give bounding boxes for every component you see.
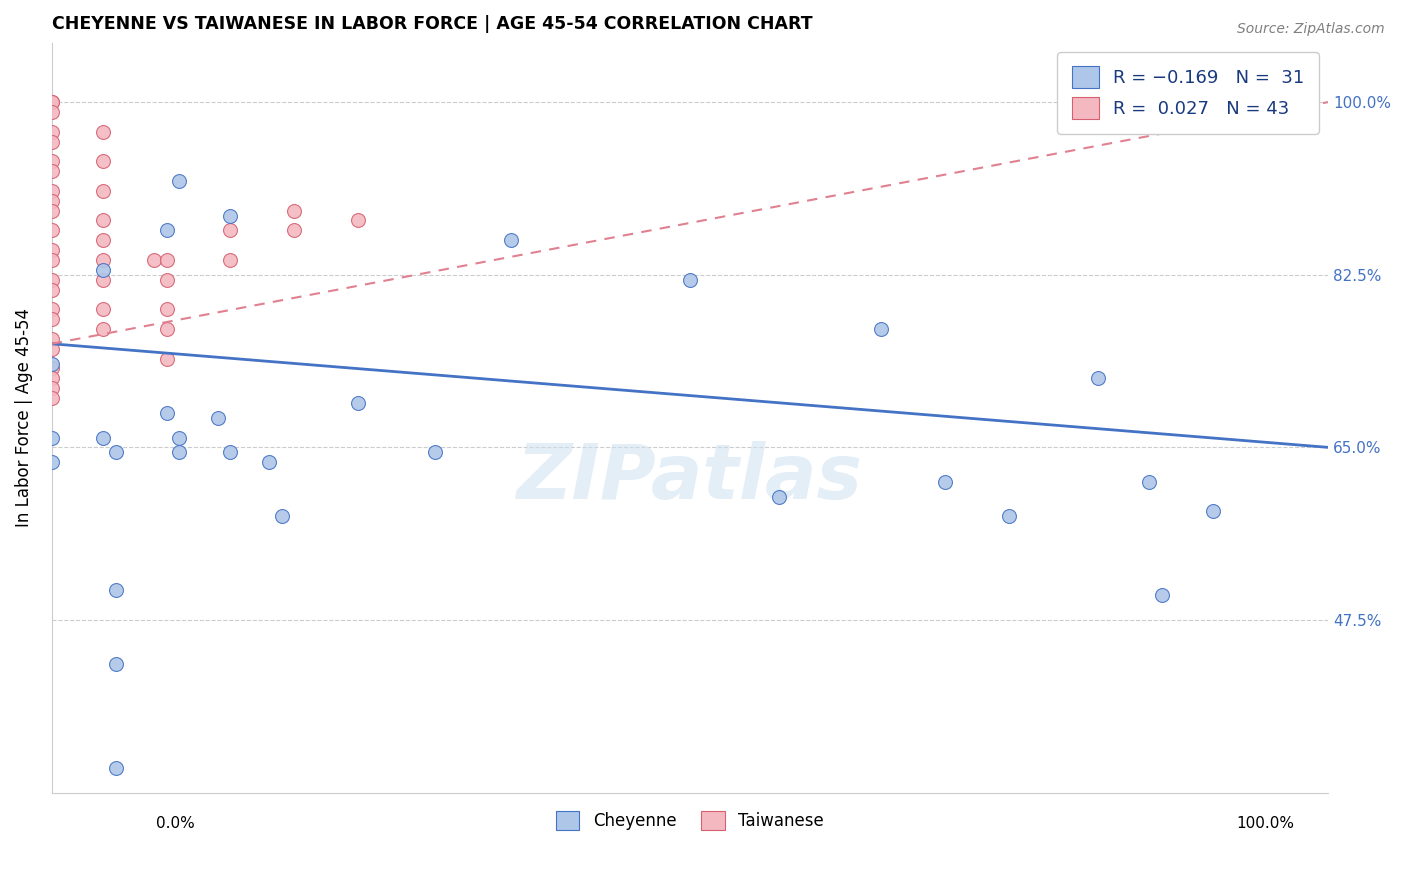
- Point: [1139, 475, 1161, 489]
- Point: [104, 761, 127, 775]
- Point: [91, 184, 114, 198]
- Point: [91, 154, 114, 169]
- Text: Source: ZipAtlas.com: Source: ZipAtlas.com: [1237, 22, 1385, 37]
- Point: [41, 243, 63, 257]
- Point: [41, 135, 63, 149]
- Point: [91, 213, 114, 227]
- Point: [91, 125, 114, 139]
- Point: [257, 455, 280, 469]
- Point: [41, 430, 63, 444]
- Point: [270, 509, 292, 524]
- Point: [41, 154, 63, 169]
- Legend: Cheyenne, Taiwanese: Cheyenne, Taiwanese: [550, 805, 831, 837]
- Text: 0.0%: 0.0%: [156, 816, 195, 831]
- Point: [91, 430, 114, 444]
- Point: [934, 475, 956, 489]
- Point: [41, 95, 63, 109]
- Point: [219, 209, 242, 223]
- Point: [41, 125, 63, 139]
- Point: [169, 445, 191, 459]
- Point: [998, 509, 1021, 524]
- Point: [207, 410, 229, 425]
- Point: [104, 445, 127, 459]
- Point: [219, 252, 242, 267]
- Point: [870, 322, 893, 336]
- Point: [156, 273, 179, 287]
- Point: [91, 252, 114, 267]
- Point: [219, 445, 242, 459]
- Point: [104, 657, 127, 672]
- Point: [169, 430, 191, 444]
- Point: [156, 223, 179, 237]
- Point: [104, 583, 127, 598]
- Point: [41, 223, 63, 237]
- Point: [423, 445, 446, 459]
- Point: [41, 95, 63, 109]
- Point: [41, 455, 63, 469]
- Point: [156, 252, 179, 267]
- Y-axis label: In Labor Force | Age 45-54: In Labor Force | Age 45-54: [15, 309, 32, 527]
- Point: [41, 381, 63, 395]
- Point: [41, 184, 63, 198]
- Point: [283, 203, 305, 218]
- Point: [41, 302, 63, 317]
- Point: [41, 252, 63, 267]
- Point: [768, 490, 790, 504]
- Point: [41, 194, 63, 208]
- Point: [91, 322, 114, 336]
- Text: CHEYENNE VS TAIWANESE IN LABOR FORCE | AGE 45-54 CORRELATION CHART: CHEYENNE VS TAIWANESE IN LABOR FORCE | A…: [52, 15, 813, 33]
- Point: [41, 105, 63, 120]
- Point: [1152, 588, 1174, 602]
- Point: [41, 371, 63, 385]
- Point: [169, 174, 191, 188]
- Point: [41, 312, 63, 326]
- Text: 100.0%: 100.0%: [1236, 816, 1295, 831]
- Point: [142, 252, 165, 267]
- Point: [91, 302, 114, 317]
- Point: [1202, 504, 1225, 518]
- Point: [219, 223, 242, 237]
- Point: [41, 273, 63, 287]
- Point: [41, 332, 63, 346]
- Point: [283, 223, 305, 237]
- Point: [679, 273, 702, 287]
- Point: [41, 391, 63, 405]
- Point: [156, 351, 179, 366]
- Point: [41, 342, 63, 356]
- Point: [41, 361, 63, 376]
- Text: ZIPatlas: ZIPatlas: [517, 441, 863, 515]
- Point: [1087, 371, 1109, 385]
- Point: [91, 233, 114, 247]
- Point: [501, 233, 523, 247]
- Point: [347, 213, 370, 227]
- Point: [156, 302, 179, 317]
- Point: [41, 357, 63, 371]
- Point: [41, 164, 63, 178]
- Point: [41, 203, 63, 218]
- Point: [91, 262, 114, 277]
- Point: [41, 283, 63, 297]
- Point: [91, 273, 114, 287]
- Point: [347, 396, 370, 410]
- Point: [156, 322, 179, 336]
- Point: [156, 406, 179, 420]
